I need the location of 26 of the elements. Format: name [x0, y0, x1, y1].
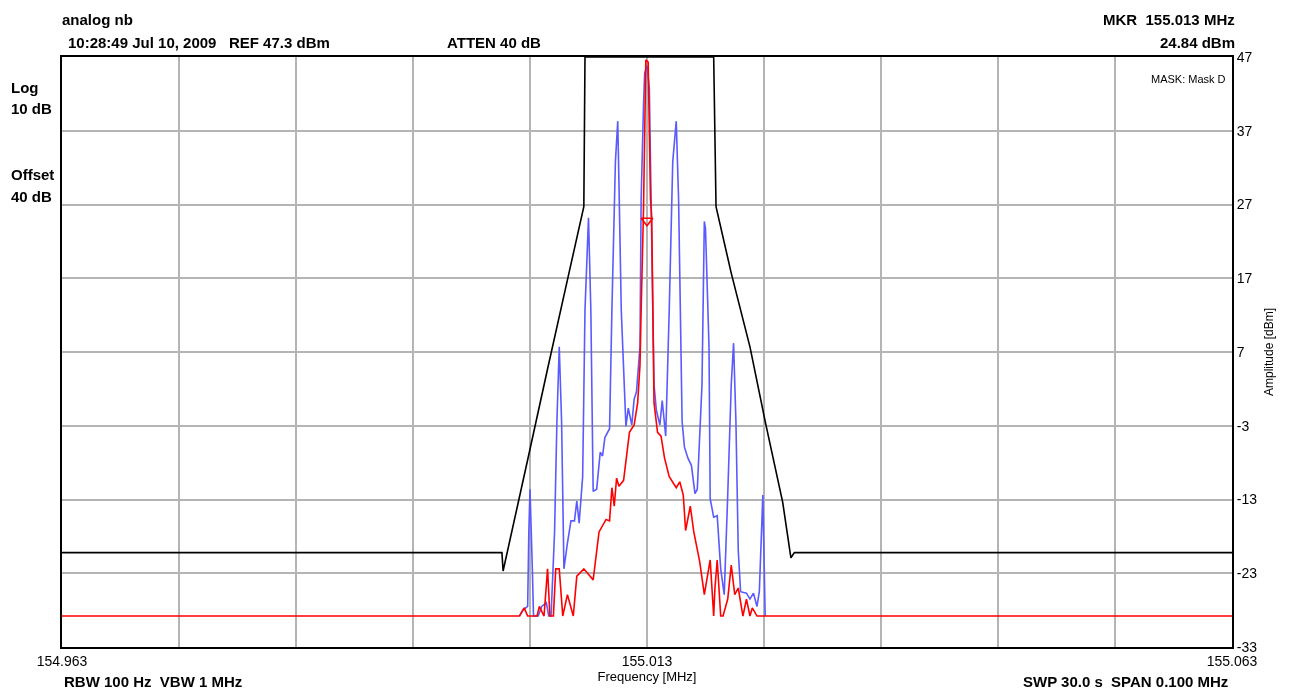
text: 24.84 dBm: [1160, 34, 1236, 51]
annotation: MASK: Mask D: [1151, 73, 1226, 85]
text: 10 dB: [11, 100, 53, 117]
text: 40 dB: [11, 188, 53, 205]
y-tick-label: 7: [1236, 343, 1245, 360]
text: Offset: [11, 166, 55, 183]
text: MKR 155.013 MHz: [1103, 11, 1235, 28]
y-tick-label: -3: [1236, 417, 1250, 434]
text: SWP 30.0 s SPAN 0.100 MHz: [1023, 673, 1229, 690]
text: 10:28:49 Jul 10, 2009 REF 47.3 dBm: [68, 34, 330, 51]
x-tick-label: 154.963: [36, 652, 88, 669]
y-tick-label: 27: [1236, 196, 1253, 213]
x-tick-label: 155.013: [621, 652, 673, 669]
y-tick-label: 17: [1236, 270, 1253, 287]
y-tick-label: 47: [1236, 48, 1253, 65]
text: ATTEN 40 dB: [447, 34, 542, 51]
y-tick-label: -23: [1236, 565, 1258, 582]
y-tick-label: -13: [1236, 491, 1258, 508]
text: RBW 100 Hz VBW 1 MHz: [64, 673, 243, 690]
x-axis-title: Frequency [MHz]: [597, 668, 697, 684]
text: Log: [11, 79, 39, 96]
y-tick-label: 37: [1236, 122, 1253, 139]
y-axis-title: Amplitude [dBm]: [1261, 307, 1276, 397]
x-tick-label: 155.063: [1206, 652, 1258, 669]
y-tick-label: -33: [1236, 638, 1258, 655]
chart-title: analog nb: [62, 11, 133, 29]
